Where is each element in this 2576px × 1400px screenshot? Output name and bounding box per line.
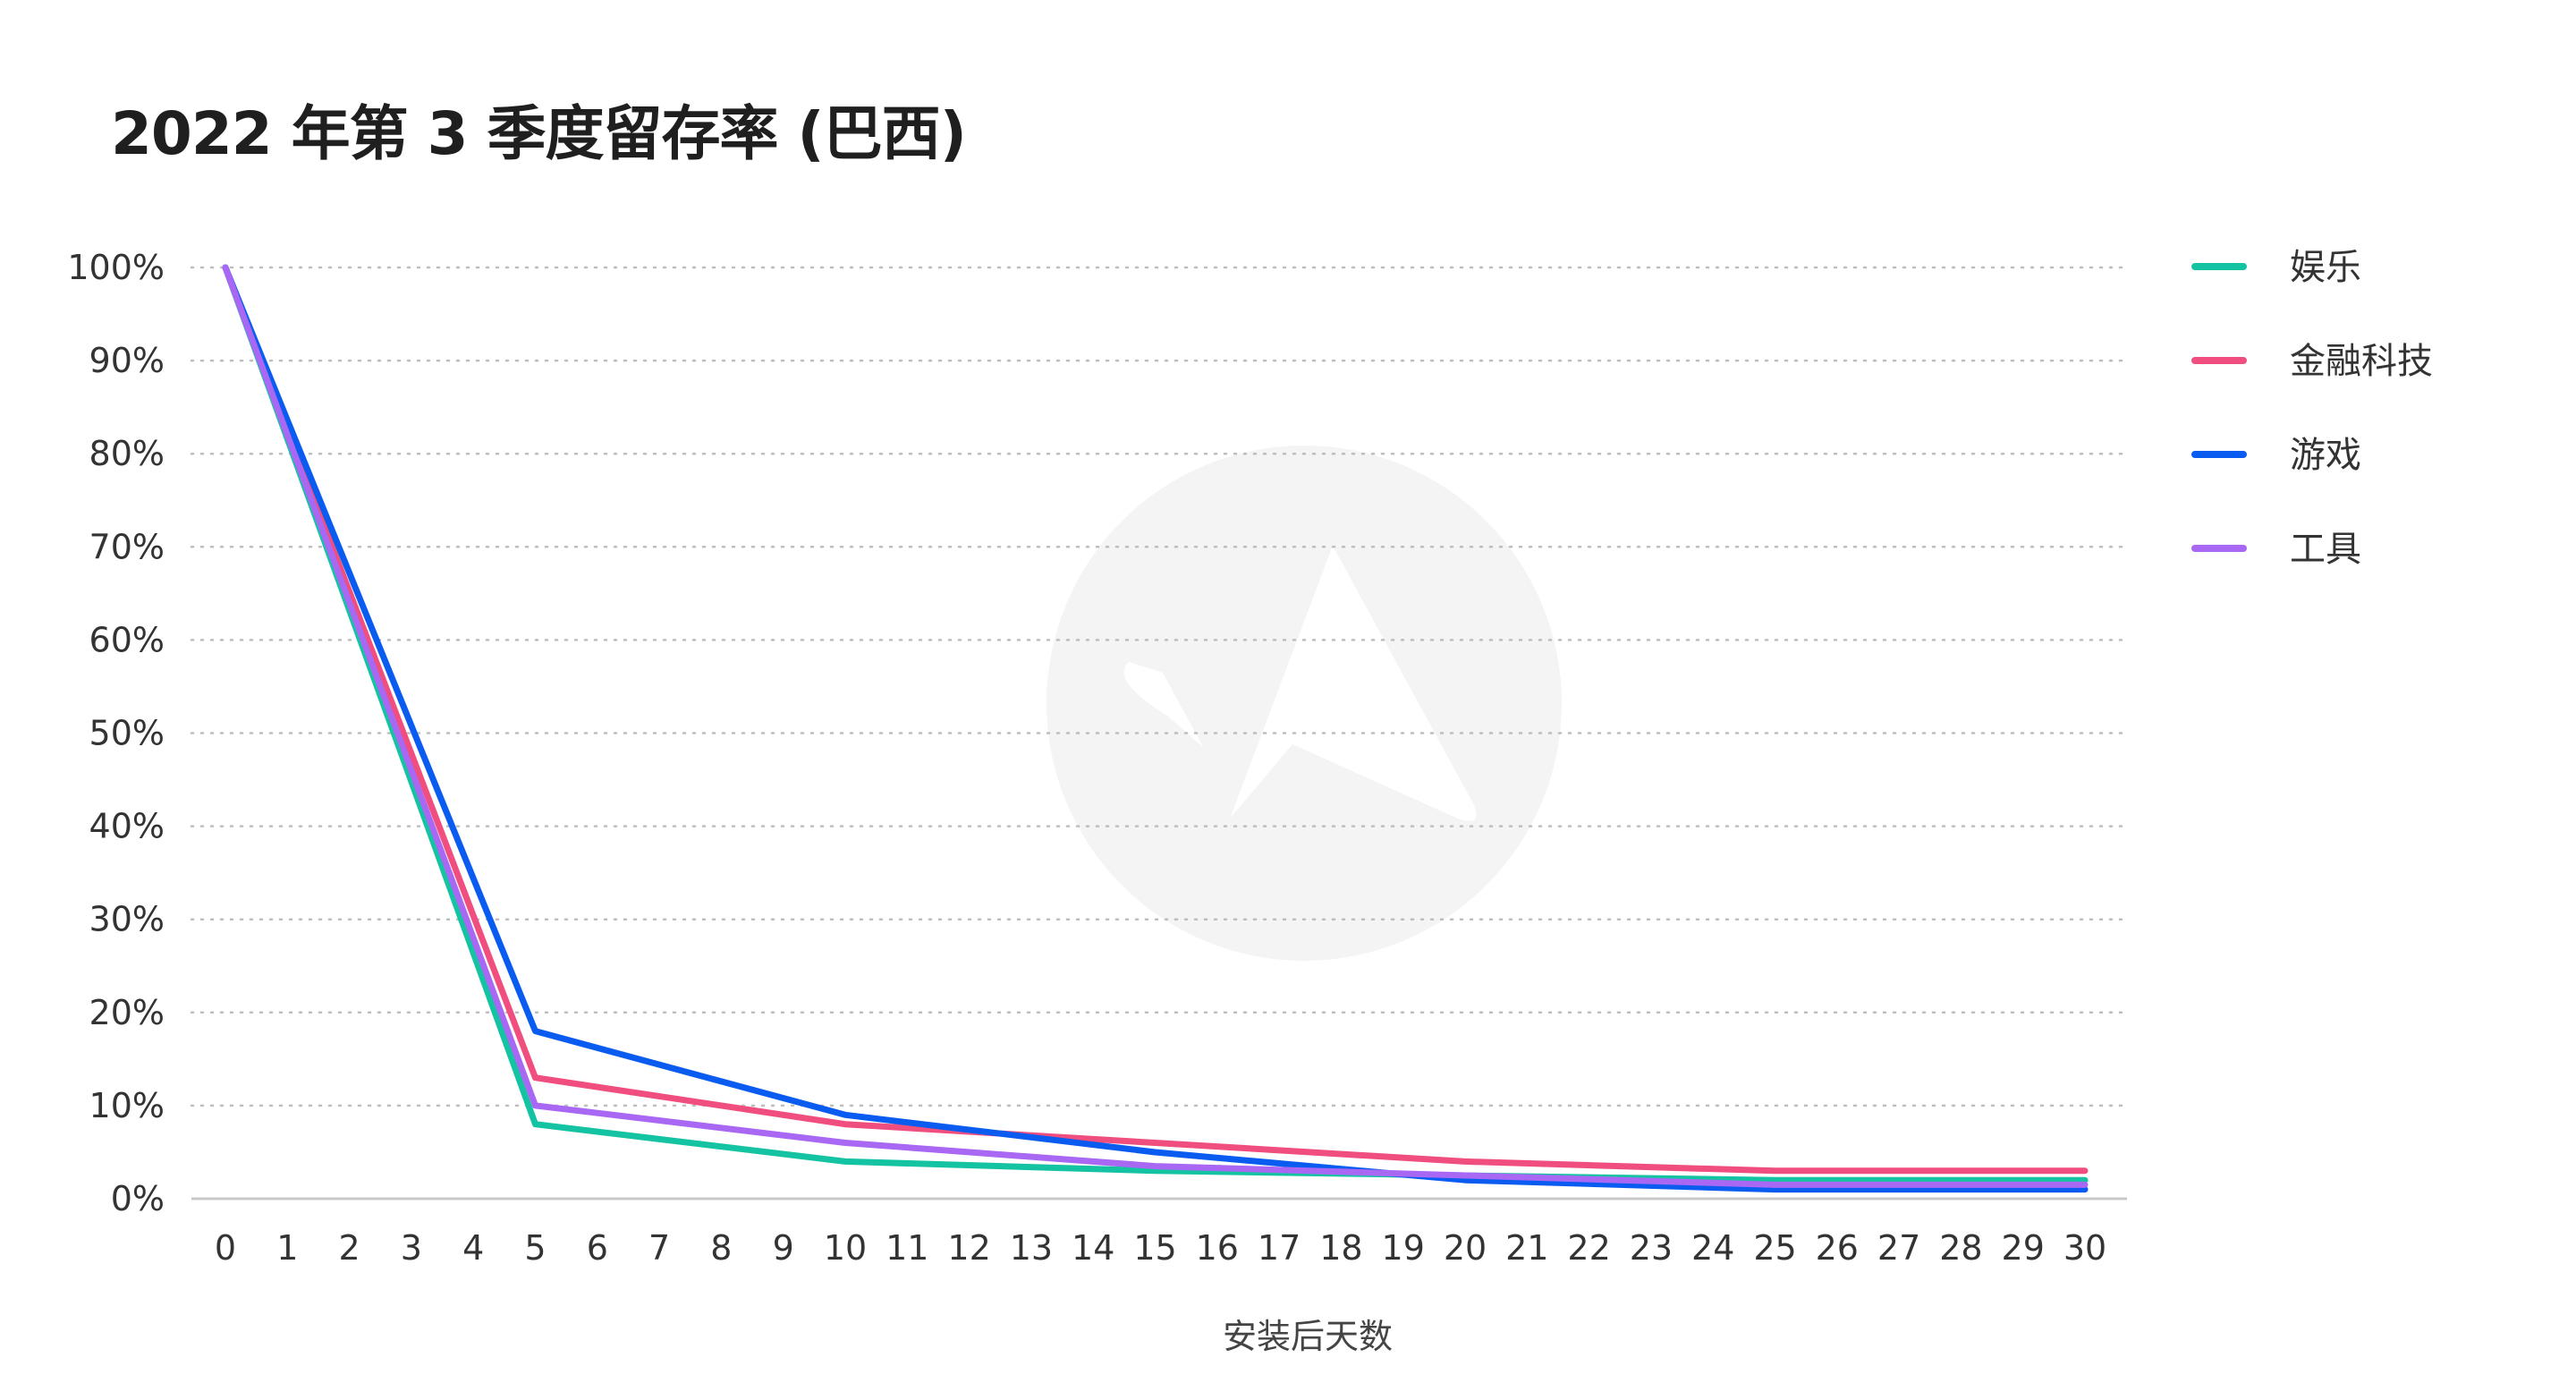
chart-title: 2022 年第 3 季度留存率 (巴西) xyxy=(111,99,967,168)
series-line xyxy=(222,264,2089,1184)
x-tick-label: 2 xyxy=(339,1228,360,1268)
x-tick-label: 16 xyxy=(1196,1228,1239,1268)
legend-label: 工具 xyxy=(2290,529,2361,570)
x-tick-label: 21 xyxy=(1505,1228,1548,1268)
x-axis: 0 1 2 3 4 5 6 7 8 9 10 11 12 13 14 15 16 17 18 19 20 21 22 23 24… xyxy=(215,1228,2106,1268)
x-tick-label: 29 xyxy=(2002,1228,2045,1268)
x-tick-label: 12 xyxy=(947,1228,990,1268)
x-tick-label: 17 xyxy=(1258,1228,1301,1268)
x-tick-label: 3 xyxy=(401,1228,422,1268)
y-tick-label: 50% xyxy=(89,714,165,753)
x-tick-label: 23 xyxy=(1630,1228,1673,1268)
x-tick-label: 15 xyxy=(1133,1228,1176,1268)
x-tick-label: 8 xyxy=(710,1228,732,1268)
x-tick-label: 22 xyxy=(1567,1228,1610,1268)
y-tick-label: 90% xyxy=(89,341,165,380)
x-tick-label: 26 xyxy=(1816,1228,1859,1268)
y-tick-label: 100% xyxy=(67,248,165,287)
x-tick-label: 13 xyxy=(1010,1228,1053,1268)
x-tick-label: 1 xyxy=(276,1228,298,1268)
x-tick-label: 10 xyxy=(824,1228,867,1268)
x-tick-label: 27 xyxy=(1877,1228,1920,1268)
y-axis: 0% 10% 20% 30% 40% 50% 60% 70% 80% 90% 100% xyxy=(67,248,165,1218)
watermark-logo xyxy=(1046,445,1562,961)
y-tick-label: 20% xyxy=(89,993,165,1032)
series-line xyxy=(222,264,2089,1188)
x-tick-label: 30 xyxy=(2063,1228,2106,1268)
y-tick-label: 60% xyxy=(89,620,165,659)
x-tick-label: 25 xyxy=(1753,1228,1796,1268)
x-tick-label: 19 xyxy=(1382,1228,1425,1268)
x-axis-title: 安装后天数 xyxy=(1223,1317,1393,1356)
legend-label: 游戏 xyxy=(2290,435,2361,476)
y-tick-label: 40% xyxy=(89,807,165,846)
legend-label: 金融科技 xyxy=(2290,341,2433,382)
y-tick-label: 0% xyxy=(111,1179,165,1218)
x-tick-label: 18 xyxy=(1319,1228,1362,1268)
y-tick-label: 10% xyxy=(89,1086,165,1125)
grid-lines xyxy=(190,266,2129,1107)
series-line xyxy=(222,264,2089,1193)
x-tick-label: 11 xyxy=(886,1228,928,1268)
x-tick-label: 6 xyxy=(587,1228,608,1268)
y-tick-label: 30% xyxy=(89,900,165,939)
x-tick-label: 24 xyxy=(1691,1228,1734,1268)
x-tick-label: 0 xyxy=(215,1228,236,1268)
series-lines xyxy=(222,264,2089,1193)
x-tick-label: 9 xyxy=(773,1228,794,1268)
legend-label: 娱乐 xyxy=(2290,247,2361,288)
x-tick-label: 20 xyxy=(1444,1228,1487,1268)
x-tick-label: 5 xyxy=(524,1228,546,1268)
x-tick-label: 28 xyxy=(1939,1228,1982,1268)
x-tick-label: 7 xyxy=(648,1228,670,1268)
series-line xyxy=(222,264,2089,1175)
x-tick-label: 14 xyxy=(1072,1228,1114,1268)
y-tick-label: 80% xyxy=(89,434,165,473)
y-tick-label: 70% xyxy=(89,527,165,566)
x-tick-label: 4 xyxy=(462,1228,484,1268)
